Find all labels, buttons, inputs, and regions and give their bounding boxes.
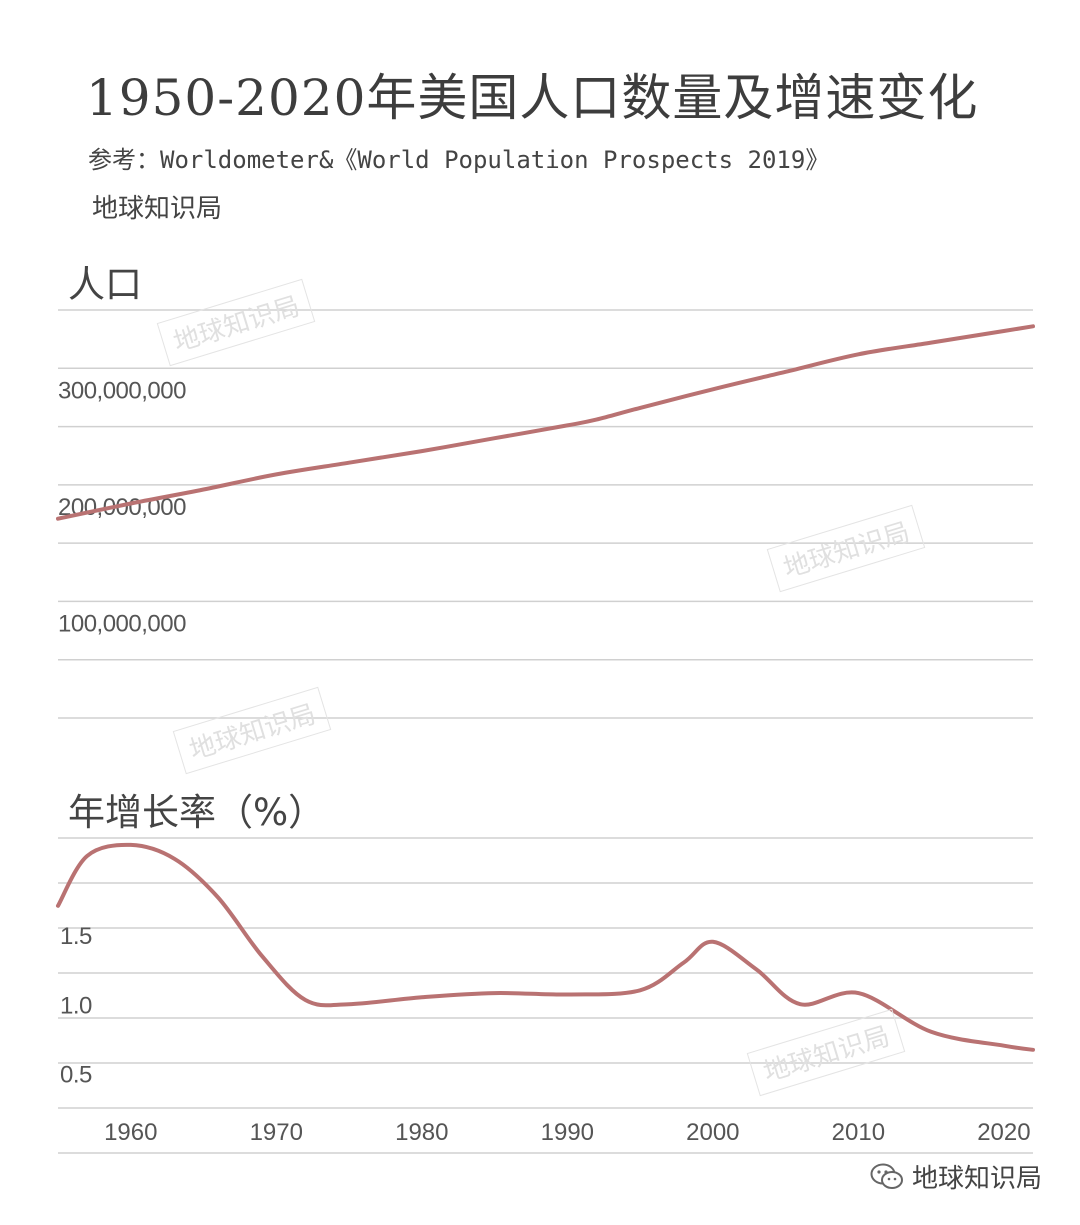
series-lines: [56, 324, 1035, 1052]
x-tick-label: 2020: [977, 1119, 1030, 1146]
y-tick-label: 100,000,000: [58, 610, 186, 637]
x-tick-label: 1960: [104, 1119, 157, 1146]
source-note: 参考：Worldometer&《World Population Prospec…: [88, 146, 830, 174]
y-tick-label: 300,000,000: [58, 377, 186, 404]
growth-panel-title: 年增长率（%）: [68, 791, 326, 834]
x-tick-label: 2010: [832, 1119, 885, 1146]
population-line: [56, 324, 1035, 521]
y-tick-label: 1.5: [60, 923, 92, 950]
x-tick-label: 2000: [686, 1119, 739, 1146]
y-tick-label: 0.5: [60, 1062, 92, 1089]
axis-labels: 100,000,000200,000,000300,000,0000.51.01…: [58, 377, 1031, 1146]
x-tick-label: 1980: [395, 1119, 448, 1146]
author-label: 地球知识局: [92, 194, 223, 224]
brand-label: 地球知识局: [911, 1164, 1042, 1194]
y-tick-label: 1.0: [60, 992, 92, 1019]
gridlines: [58, 309, 1033, 1154]
x-tick-label: 1970: [250, 1119, 303, 1146]
chart-title: 1950-2020年美国人口数量及增速变化: [86, 69, 979, 127]
x-tick-label: 1990: [541, 1119, 594, 1146]
brand-footer: 地球知识局: [870, 1158, 1042, 1195]
population-panel-title: 人口: [68, 263, 142, 306]
wechat-icon: [870, 1163, 903, 1189]
growth-rate-line: [56, 842, 1035, 1052]
